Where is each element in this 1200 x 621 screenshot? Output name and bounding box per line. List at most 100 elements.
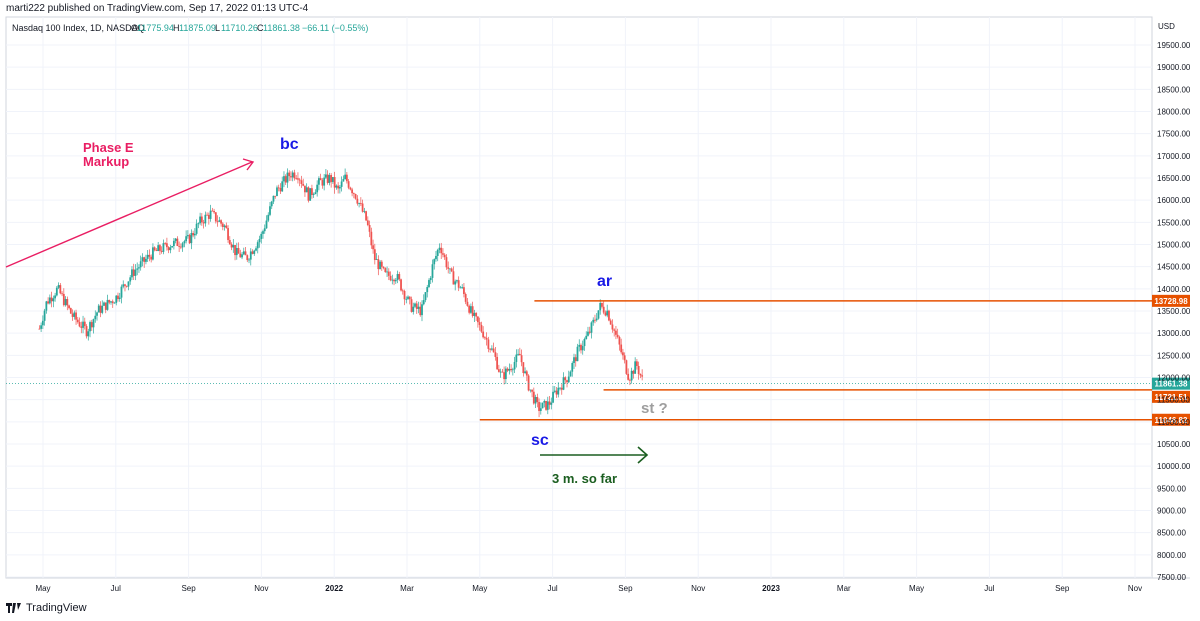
candle-body [630,370,633,381]
level-tag-label: 13728.98 [1154,297,1188,306]
candle-body [379,261,381,270]
candle-body [204,214,207,224]
candle-body [164,243,167,245]
candle-body [552,391,554,403]
candle-body [466,301,469,306]
candle-body [206,214,208,216]
candle-body [414,303,416,307]
candle-body [230,244,233,248]
candle-body [152,247,154,260]
candle-body [125,285,128,287]
candle-body [536,396,539,403]
currency-label: USD [1158,22,1175,31]
candle-body [276,187,278,197]
horizontal-levels[interactable]: 11861.38 13728.98 11721.51 11046.82 [6,294,1190,426]
price-tick-label: 13000.00 [1157,329,1191,338]
level-tag [1152,294,1190,307]
candle-body [391,279,394,281]
candle-body [419,306,422,316]
candle-body [424,292,427,301]
candle-body [496,356,499,370]
candle-body [611,324,614,330]
candle-body [560,387,563,390]
candle-body [447,267,450,269]
candle-body [260,233,263,239]
candle-body [228,239,231,245]
candle-body [286,172,289,183]
candle-body [606,310,609,316]
candle-body [96,312,98,316]
candle-body [382,266,385,269]
candle-body [604,312,607,316]
candle-body [386,271,388,273]
candle-body [482,331,485,338]
candle-body [71,313,74,317]
candle-body [442,253,444,255]
candle-body [370,231,373,246]
candle-body [426,287,429,293]
candle-body [454,281,457,285]
candle-body [160,250,163,252]
candle-body [366,220,369,226]
candle-body [503,372,506,380]
price-tick-label: 14500.00 [1157,263,1191,272]
candle-body [141,257,144,262]
candle-body [345,174,348,182]
candle-body [637,365,640,374]
ohlc-high-label: H [173,23,180,33]
candle-body [361,203,364,212]
candle-body [54,295,56,299]
candle-body [307,187,310,201]
price-tick-label: 7500.00 [1157,573,1186,582]
candle-body [574,357,577,362]
candle-body [199,216,202,224]
candle-body [272,195,275,202]
candle-body [80,326,83,328]
candle-body [111,301,114,304]
price-axis: 19500.00 19000.00 18500.00 18000.00 17500.00… [1157,41,1191,582]
candle-body [256,242,259,249]
candle-body [356,198,359,204]
candle-body [38,328,41,330]
candle-body [145,258,147,262]
candle-body [594,319,596,321]
ohlc-values: O 11775.94 H 11875.09 L 11710.26 C 11861… [131,23,368,33]
candle-body [538,402,540,411]
candle-body [449,268,451,270]
level-tag [1152,413,1190,426]
candle-body [627,373,630,380]
candle-body [167,247,170,251]
chart-title: Nasdaq 100 Index, 1D, NASDAQ [12,23,145,33]
candle-body [338,186,341,189]
candle-body [632,370,635,374]
candle-body [459,287,462,289]
ohlc-change: −66.11 (−0.55%) [302,23,368,33]
candle-body [69,308,72,314]
price-tick-label: 15500.00 [1157,218,1191,227]
candle-body [131,269,133,278]
footer-brand[interactable]: TradingView [6,602,87,614]
candle-body [316,184,319,193]
candle-body [461,287,464,288]
candle-body [139,261,142,268]
candle-body [623,355,626,361]
candle-body [494,352,497,357]
candle-body [47,301,49,304]
candle-body [101,305,104,313]
candle-body [580,344,582,351]
candle-body [311,188,313,195]
candle-body [248,259,250,261]
candle-body [274,195,277,197]
price-tick-label: 9500.00 [1157,484,1186,493]
candle-body [393,279,395,282]
candle-body [501,371,504,373]
candle-body [157,245,160,251]
price-tick-label: 19500.00 [1157,41,1191,50]
time-tick-label: Jul [111,584,121,593]
candle-body [342,179,345,182]
candle-body [319,178,322,181]
candle-body [87,331,90,337]
candle-body [146,254,149,259]
candle-body [118,297,121,300]
